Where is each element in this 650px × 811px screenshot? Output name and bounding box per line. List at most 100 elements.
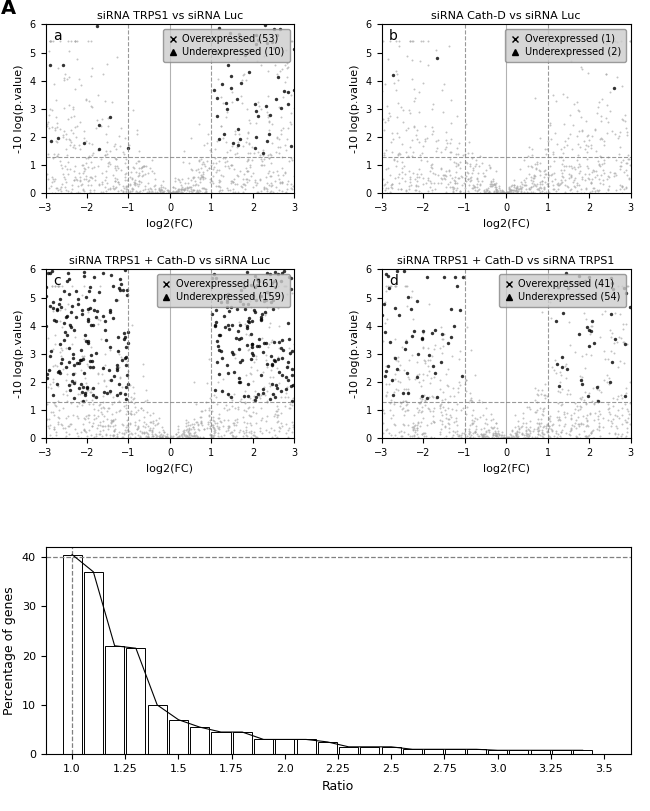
Point [486,174,496,187]
Point [130,401,140,414]
Point [157,420,168,433]
Point [266,157,277,169]
Point [118,427,129,440]
Point [262,177,272,190]
Point [610,427,620,440]
Point [495,431,506,444]
Point [123,421,133,434]
Point [587,165,597,178]
Point [445,181,455,194]
Point [110,418,120,431]
Point [211,156,221,169]
Point [380,78,390,91]
Point [380,285,391,298]
Point [443,178,453,191]
Point [248,375,258,388]
Point [545,295,555,308]
Point [69,392,79,405]
Point [455,379,465,392]
Point [194,155,204,168]
Point [443,421,454,434]
Point [218,97,229,109]
Point [239,177,249,190]
Point [107,311,118,324]
Point [396,171,407,184]
Point [69,174,79,187]
Point [83,411,93,424]
Point [274,183,284,196]
Point [511,428,521,441]
Point [554,380,564,393]
Point [518,431,528,444]
Point [257,427,267,440]
Point [232,178,242,191]
Point [252,54,263,67]
Point [502,186,513,199]
Point [480,182,491,195]
Point [515,187,526,200]
Point [474,159,484,172]
Point [192,185,203,198]
Point [196,182,207,195]
Point [129,162,139,175]
Point [419,388,429,401]
Point [604,408,615,421]
Point [408,35,419,48]
Point [267,388,278,401]
Point [183,415,193,428]
Point [468,427,478,440]
Point [418,427,428,440]
Point [393,355,403,368]
Point [105,341,115,354]
Point [209,318,220,331]
Point [227,430,238,443]
Point [470,411,480,424]
Point [251,353,261,366]
Point [129,392,139,405]
Point [241,423,252,436]
Point [136,401,146,414]
Point [71,285,81,298]
Point [405,35,415,48]
Point [393,183,403,196]
Point [122,185,132,198]
Point [573,161,584,174]
Point [569,163,580,176]
Point [448,185,458,198]
Point [183,187,194,200]
Point [513,182,523,195]
Point [612,71,622,84]
Point [517,178,528,191]
Point [558,146,569,159]
Point [112,388,122,401]
Point [186,162,196,175]
Point [441,186,451,199]
Point [625,35,635,48]
Point [520,176,530,189]
Point [51,135,61,148]
Point [127,185,138,198]
Point [242,127,253,139]
Point [521,182,531,195]
Point [213,340,223,353]
Point [63,168,73,181]
Point [213,73,223,86]
Point [412,418,423,431]
Point [285,115,295,128]
Point [517,181,527,194]
Point [393,350,403,363]
Point [222,102,233,115]
Point [44,428,55,441]
Point [533,422,543,435]
Point [400,280,410,293]
Point [62,410,73,423]
Bar [148,705,167,754]
Point [590,407,601,420]
Point [126,172,136,185]
Point [458,177,469,190]
Point [98,424,108,437]
Point [437,385,448,398]
Point [48,372,58,385]
Point [204,352,214,365]
Point [192,185,202,198]
